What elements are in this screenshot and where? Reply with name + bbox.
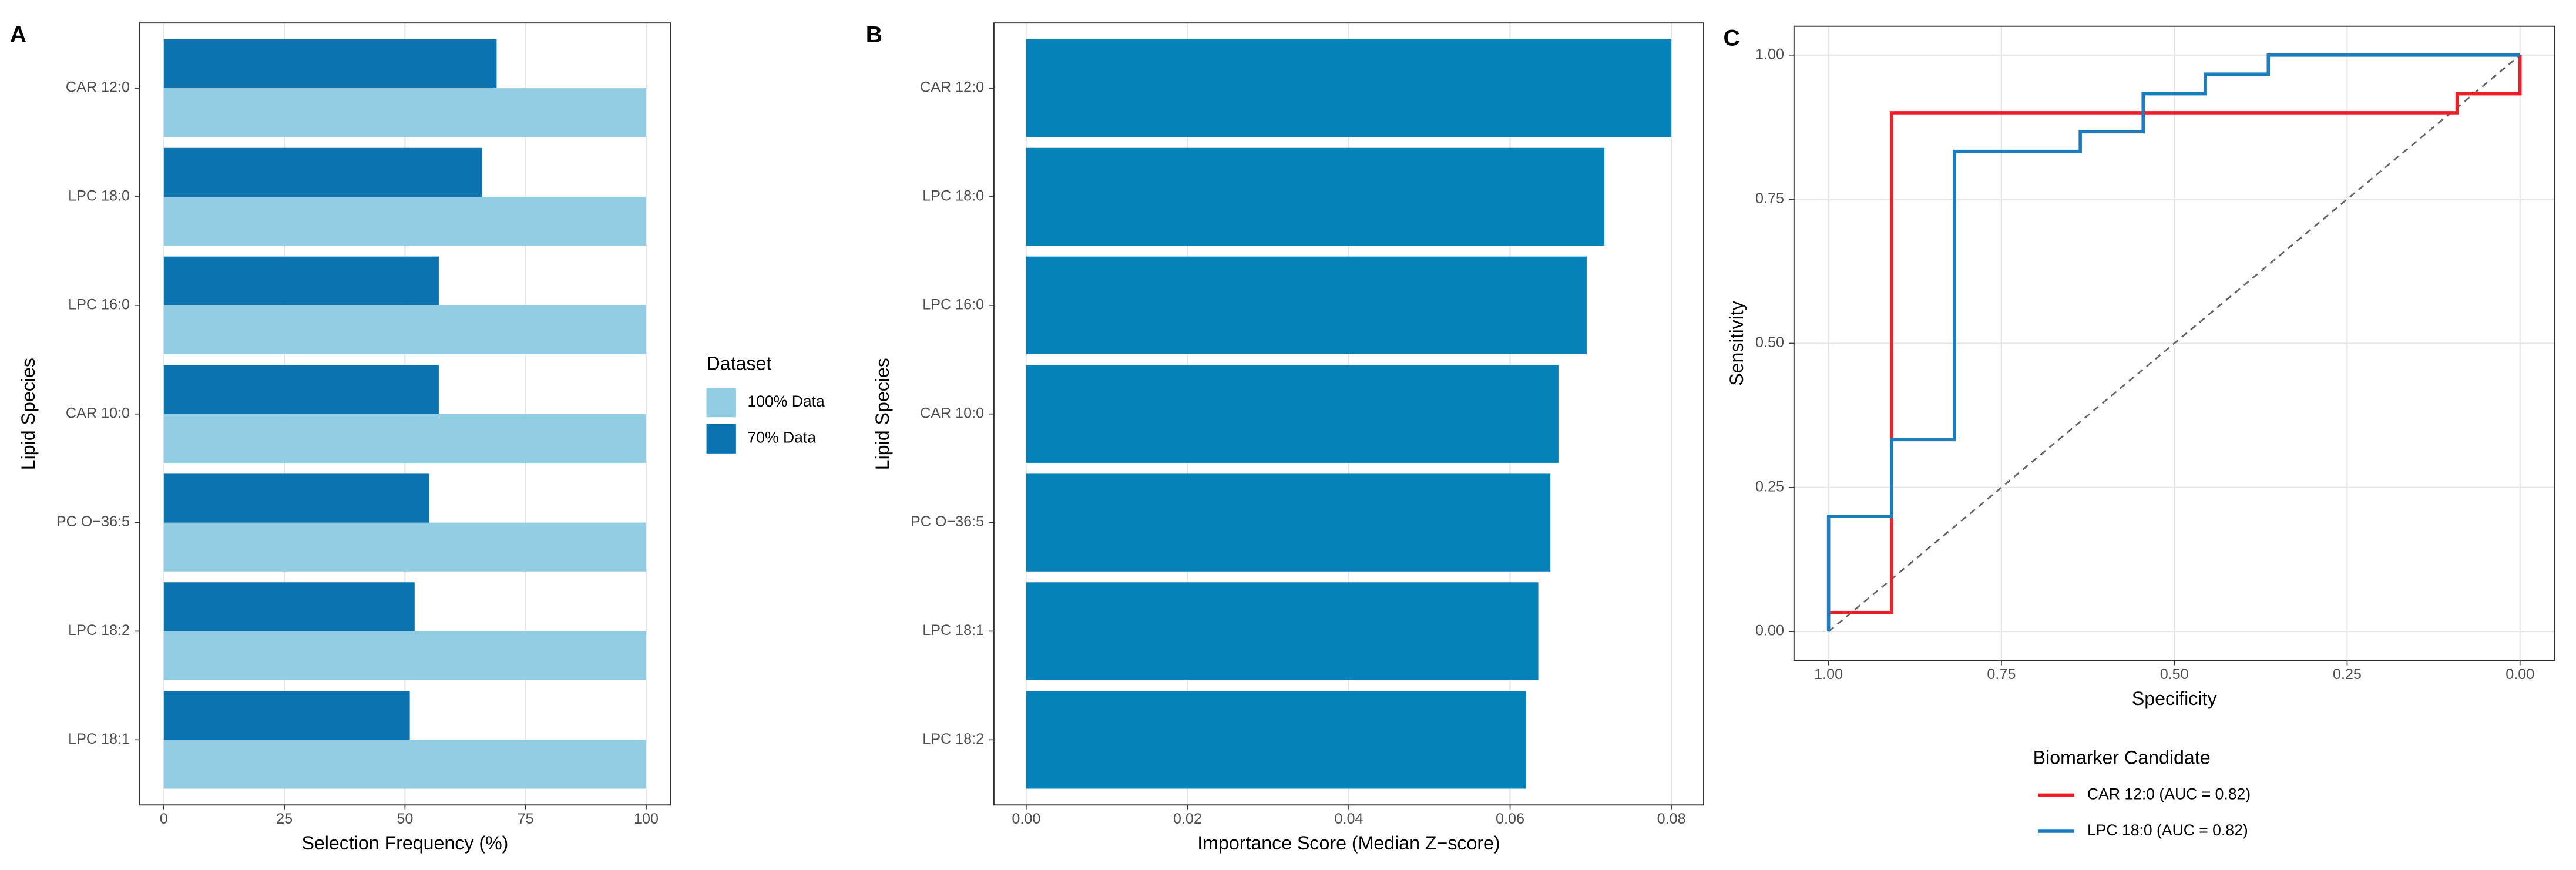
- plot-border: [1793, 25, 2555, 661]
- y-tick-label: LPC 16:0: [922, 296, 984, 313]
- legend-label: 100% Data: [747, 392, 825, 410]
- legend-label: LPC 18:0 (AUC = 0.82): [2087, 821, 2248, 839]
- y-tick-label: CAR 10:0: [66, 405, 130, 421]
- bar: [163, 740, 646, 789]
- y-axis-title: Lipid Species: [18, 358, 39, 470]
- legend-label: CAR 12:0 (AUC = 0.82): [2087, 785, 2251, 802]
- x-tick-label: 50: [397, 811, 413, 827]
- y-tick-label: LPC 18:0: [68, 188, 130, 204]
- bar: [163, 305, 646, 355]
- x-tick-label: 0.00: [2506, 666, 2534, 683]
- y-tick-label: LPC 18:0: [922, 188, 984, 204]
- legend-title: Biomarker Candidate: [2033, 747, 2211, 768]
- panel-label: B: [866, 22, 882, 48]
- x-axis-title: Specificity: [2132, 688, 2217, 709]
- y-tick-label: 0.75: [1755, 190, 1784, 207]
- x-tick-label: 0.08: [1657, 811, 1686, 827]
- x-tick-label: 75: [518, 811, 534, 827]
- y-tick-label: LPC 16:0: [68, 296, 130, 313]
- legend-key: [706, 387, 736, 418]
- y-tick-label: 0.50: [1755, 334, 1784, 351]
- bar: [163, 691, 410, 740]
- bar: [163, 414, 646, 463]
- panel-label: C: [1724, 25, 1740, 51]
- y-tick-label: CAR 12:0: [66, 79, 130, 96]
- x-tick-label: 0.00: [1012, 811, 1040, 827]
- x-tick-label: 0.25: [2333, 666, 2362, 683]
- y-tick-label: LPC 18:2: [68, 622, 130, 639]
- y-tick-label: 0.25: [1755, 478, 1784, 495]
- y-tick-label: PC O−36:5: [911, 513, 984, 530]
- y-tick-label: LPC 18:1: [68, 731, 130, 747]
- bar: [163, 582, 415, 631]
- roc-line: [1828, 55, 2522, 614]
- roc-line: [1826, 53, 2520, 632]
- y-tick-label: CAR 12:0: [920, 79, 984, 96]
- bar: [163, 522, 646, 572]
- plot-border: [139, 22, 671, 806]
- plot-border: [993, 22, 1704, 806]
- bar: [1026, 256, 1587, 355]
- x-tick-label: 0.02: [1173, 811, 1202, 827]
- x-tick-label: 25: [276, 811, 293, 827]
- panel-label: A: [10, 22, 26, 48]
- x-tick-label: 0.50: [2160, 666, 2189, 683]
- bar: [163, 631, 646, 680]
- x-tick-label: 0: [160, 811, 168, 827]
- bar: [1026, 582, 1539, 680]
- y-tick-label: LPC 18:2: [922, 731, 984, 747]
- x-tick-label: 1.00: [1814, 666, 1843, 683]
- y-tick-label: CAR 10:0: [920, 405, 984, 421]
- bar: [163, 473, 429, 523]
- legend-label: 70% Data: [747, 429, 816, 446]
- legend-title: Dataset: [707, 352, 772, 374]
- x-tick-label: 0.06: [1496, 811, 1524, 827]
- y-axis-title: Sensitivity: [1726, 301, 1747, 386]
- bar: [163, 88, 646, 137]
- bar: [1026, 39, 1672, 137]
- x-tick-label: 100: [634, 811, 659, 827]
- bar: [1026, 365, 1559, 463]
- y-axis-title: Lipid Species: [872, 358, 893, 470]
- x-tick-label: 0.75: [1987, 666, 2016, 683]
- y-tick-label: 0.00: [1755, 623, 1784, 639]
- reference-line: [1828, 54, 2521, 633]
- bar: [163, 365, 439, 414]
- x-axis-title: Importance Score (Median Z−score): [1197, 832, 1500, 854]
- x-axis-title: Selection Frequency (%): [301, 832, 508, 854]
- bar: [163, 147, 482, 197]
- y-tick-label: LPC 18:1: [922, 622, 984, 639]
- legend-key: [706, 424, 736, 454]
- y-tick-label: PC O−36:5: [56, 513, 130, 530]
- bar: [163, 256, 439, 305]
- y-tick-label: 1.00: [1755, 46, 1784, 62]
- bar: [1026, 147, 1605, 246]
- bar: [163, 196, 646, 246]
- bar: [163, 39, 497, 89]
- bar: [1026, 691, 1526, 789]
- x-tick-label: 0.04: [1334, 811, 1363, 827]
- bar: [1026, 473, 1551, 572]
